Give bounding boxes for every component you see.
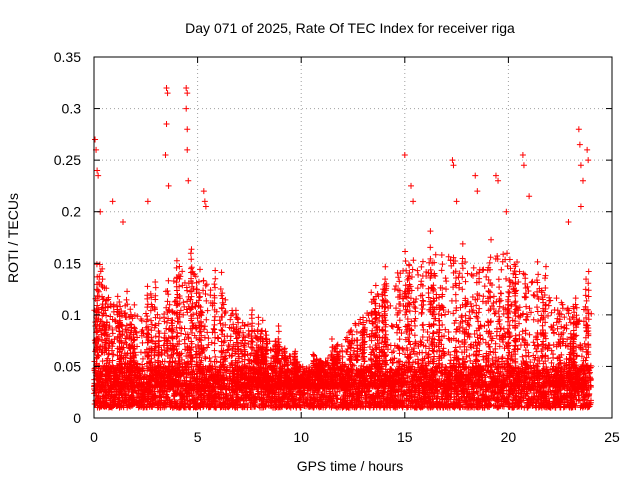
roti-point bbox=[279, 390, 286, 397]
data-points bbox=[91, 84, 595, 411]
roti-point bbox=[526, 331, 533, 338]
roti-point bbox=[413, 296, 420, 303]
roti-point bbox=[137, 349, 144, 356]
roti-point bbox=[494, 252, 501, 259]
roti-point bbox=[497, 297, 504, 304]
roti-point bbox=[206, 355, 213, 362]
roti-point bbox=[326, 394, 333, 401]
roti-point bbox=[353, 328, 360, 335]
roti-point bbox=[443, 286, 450, 293]
roti-point bbox=[381, 403, 388, 410]
roti-point bbox=[450, 310, 457, 317]
roti-point bbox=[519, 353, 526, 360]
roti-point bbox=[464, 270, 471, 277]
roti-point bbox=[346, 393, 353, 400]
roti-point bbox=[553, 295, 560, 302]
roti-point bbox=[468, 271, 475, 278]
roti-point bbox=[178, 330, 185, 337]
roti-point bbox=[442, 311, 449, 318]
roti-point bbox=[188, 264, 195, 271]
roti-point bbox=[395, 388, 402, 395]
roti-point bbox=[517, 389, 524, 396]
roti-point bbox=[529, 278, 536, 285]
